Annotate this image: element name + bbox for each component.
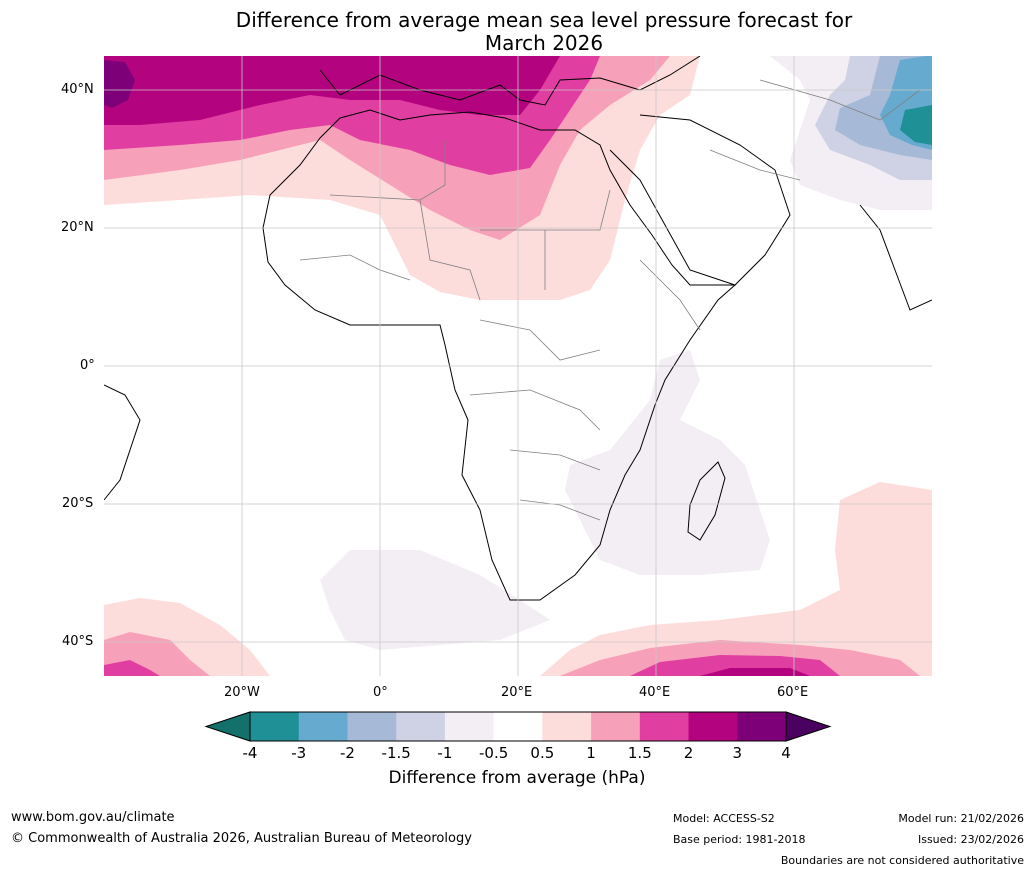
website-link[interactable]: www.bom.gov.au/climate: [11, 810, 175, 825]
lon-label-20w: 20°W: [224, 685, 260, 700]
boundaries-note: Boundaries are not considered authoritat…: [780, 854, 1024, 867]
lat-label-20n: 20°N: [61, 220, 94, 235]
arabia-coastline: [609, 114, 791, 286]
colorbar-tick-label: -4: [242, 744, 258, 762]
map-title-line2: March 2026: [484, 31, 604, 55]
colorbar-tick-label: -3: [291, 744, 307, 762]
lat-label-40s: 40°S: [62, 634, 94, 649]
lat-label-0: 0°: [80, 358, 95, 373]
lon-label-0: 0°: [373, 685, 388, 700]
lon-label-60e: 60°E: [777, 685, 809, 700]
anomaly-north-3: [104, 60, 135, 108]
anomaly-indian--0.5: [565, 350, 770, 575]
colorbar-tick-label: -1.5: [381, 744, 411, 762]
model-run: Model run: 21/02/2026: [898, 812, 1024, 825]
africa-coastline: [262, 109, 737, 601]
map-title: Difference from average mean sea level p…: [104, 9, 984, 55]
colorbar-tick-label: -2: [339, 744, 355, 762]
anomaly-se-2: [700, 668, 810, 676]
colorbar-tick-label: 3: [732, 744, 743, 762]
colorbar-tick-label: -0.5: [478, 744, 509, 762]
issued-date: Issued: 23/02/2026: [917, 833, 1024, 846]
lat-label-20s: 20°S: [62, 496, 94, 511]
colorbar-tick-label: -1: [437, 744, 453, 762]
madagascar-coastline: [687, 461, 726, 541]
map-area: [104, 56, 932, 676]
anomaly-sw-1.5: [104, 660, 160, 676]
map-title-line1: Difference from average mean sea level p…: [235, 8, 853, 32]
lat-label-40n: 40°N: [61, 82, 94, 97]
anomaly-asia--3: [900, 105, 932, 145]
lon-label-40e: 40°E: [639, 685, 671, 700]
anomaly-north-2: [104, 56, 560, 125]
colorbar-tick-label: 1: [586, 744, 596, 762]
colorbar-tick-label: 4: [781, 744, 791, 762]
graticule: [104, 56, 932, 676]
lon-label-20e: 20°E: [501, 685, 533, 700]
india-coastline: [859, 204, 932, 311]
base-period: Base period: 1981-2018: [673, 833, 806, 846]
colorbar-tick-label: 1.5: [627, 744, 652, 762]
anomaly-se-0.5: [540, 482, 932, 676]
colorbar-tick-label: 0.5: [530, 744, 555, 762]
colorbar-title: Difference from average (hPa): [388, 768, 646, 788]
copyright: © Commonwealth of Australia 2026, Austra…: [11, 831, 472, 846]
anomaly-atlantic--0.5: [320, 550, 550, 650]
south-america-coastline: [104, 384, 141, 501]
model-label: Model: ACCESS-S2: [673, 812, 775, 825]
colorbar-tick-label: 2: [683, 744, 694, 762]
